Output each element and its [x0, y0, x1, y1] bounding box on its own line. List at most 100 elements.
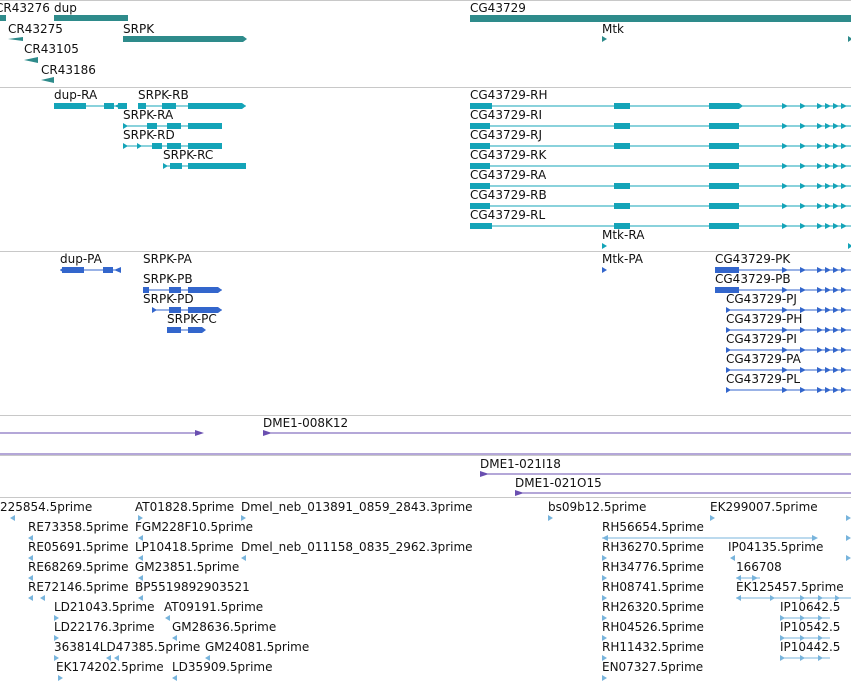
est-label[interactable]: EK125457.5prime — [736, 580, 844, 594]
protein-label-cg43729-pj[interactable]: CG43729-PJ — [726, 292, 797, 306]
est-label[interactable]: AT01828.5prime — [135, 500, 235, 514]
protein-glyph-cg43729-pj[interactable] — [726, 307, 851, 313]
transcript-glyph-srpk-rb[interactable] — [138, 103, 246, 109]
gene-label-cg43729[interactable]: CG43729 — [470, 1, 526, 15]
est-glyph[interactable] — [602, 655, 607, 661]
est-label[interactable]: Dmel_neb_013891_0859_2843.3prime — [241, 500, 473, 514]
est-glyph[interactable] — [138, 595, 143, 601]
est-glyph[interactable] — [241, 515, 246, 521]
transcript-label-cg43729-rb[interactable]: CG43729-RB — [470, 188, 547, 202]
gene-label-cr43276[interactable]: CR43276 — [0, 1, 50, 15]
est-glyph[interactable] — [602, 635, 607, 641]
est-glyph[interactable] — [28, 575, 33, 581]
gene-glyph-dup[interactable] — [54, 15, 128, 21]
est-glyph[interactable] — [241, 555, 246, 561]
est-label[interactable]: RH34776.5prime — [602, 560, 704, 574]
est-label[interactable]: BP5519892903521 — [135, 580, 250, 594]
est-label[interactable]: IP10442.5 — [780, 640, 841, 654]
est-label[interactable]: EN07327.5prime — [602, 660, 704, 674]
transcript-label-cg43729-ri[interactable]: CG43729-RI — [470, 108, 543, 122]
est-label[interactable]: 225854.5prime — [0, 500, 93, 514]
est-glyph[interactable] — [846, 555, 851, 561]
transcript-glyph-cg43729-rk[interactable] — [470, 163, 851, 169]
transcript-label-cg43729-rh[interactable]: CG43729-RH — [470, 88, 548, 102]
protein-label-mtk-pa[interactable]: Mtk-PA — [602, 252, 644, 266]
gene-glyph-cr43276[interactable] — [0, 15, 6, 21]
transcript-glyph-srpk-rd[interactable] — [123, 143, 222, 149]
est-glyph[interactable] — [736, 595, 851, 601]
est-glyph[interactable] — [138, 515, 143, 521]
protein-label-cg43729-pb[interactable]: CG43729-PB — [715, 272, 791, 286]
est-glyph[interactable] — [54, 635, 59, 641]
protein-glyph-cg43729-pb[interactable] — [715, 287, 851, 293]
transcript-glyph-cg43729-rh[interactable] — [470, 103, 851, 109]
protein-glyph-cg43729-pa[interactable] — [726, 367, 851, 373]
est-glyph[interactable] — [28, 555, 33, 561]
est-label[interactable]: AT09191.5prime — [164, 600, 264, 614]
transcript-label-cg43729-rj[interactable]: CG43729-RJ — [470, 128, 543, 142]
transcript-glyph-srpk-rc[interactable] — [163, 163, 246, 169]
transcript-glyph-cg43729-rl[interactable] — [470, 223, 851, 229]
protein-label-srpk-pa[interactable]: SRPK-PA — [143, 252, 192, 266]
est-glyph[interactable] — [548, 515, 553, 521]
est-glyph[interactable] — [58, 675, 63, 681]
transcript-glyph-cg43729-rj[interactable] — [470, 143, 851, 149]
protein-glyph-cg43729-pl[interactable] — [726, 387, 851, 393]
protein-label-dup-pa[interactable]: dup-PA — [60, 252, 102, 266]
transcript-glyph-srpk-ra[interactable] — [123, 123, 222, 129]
est-label[interactable]: 166708 — [736, 560, 782, 574]
gene-label-cr43186[interactable]: CR43186 — [41, 63, 96, 77]
est-label[interactable]: GM24081.5prime — [205, 640, 310, 654]
clone-glyph-dme1-021i18[interactable] — [480, 471, 851, 477]
est-label[interactable]: EK174202.5prime — [56, 660, 164, 674]
protein-label-cg43729-pl[interactable]: CG43729-PL — [726, 372, 801, 386]
est-glyph[interactable] — [28, 595, 33, 601]
gene-label-dup[interactable]: dup — [54, 1, 77, 15]
protein-label-cg43729-pi[interactable]: CG43729-PI — [726, 332, 797, 346]
est-glyph[interactable] — [172, 635, 177, 641]
est-label[interactable]: EK299007.5prime — [710, 500, 818, 514]
clone-label-dme1-008k12[interactable]: DME1-008K12 — [263, 416, 349, 430]
est-label[interactable]: RH26320.5prime — [602, 600, 704, 614]
gene-glyph-srpk[interactable] — [123, 36, 243, 42]
est-glyph[interactable] — [28, 535, 33, 541]
est-label[interactable]: RH56654.5prime — [602, 520, 704, 534]
est-label[interactable]: LD35909.5prime — [172, 660, 273, 674]
est-glyph[interactable] — [602, 595, 607, 601]
est-label[interactable]: RH04526.5prime — [602, 620, 704, 634]
est-glyph[interactable] — [54, 615, 59, 621]
est-glyph[interactable] — [10, 515, 15, 521]
gene-label-cr43105[interactable]: CR43105 — [24, 42, 79, 56]
clone-glyph-left[interactable] — [0, 430, 204, 436]
transcript-label-srpk-rd[interactable]: SRPK-RD — [123, 128, 175, 142]
est-label[interactable]: GM23851.5prime — [135, 560, 240, 574]
transcript-label-srpk-ra[interactable]: SRPK-RA — [123, 108, 174, 122]
transcript-label-cg43729-ra[interactable]: CG43729-RA — [470, 168, 547, 182]
est-glyph[interactable] — [205, 655, 210, 661]
gene-glyph-cr43186[interactable] — [41, 77, 54, 83]
protein-glyph-dup-pa[interactable] — [60, 267, 121, 273]
transcript-glyph-cg43729-rb[interactable] — [470, 203, 851, 209]
est-label[interactable]: 363814LD47385.5prime — [54, 640, 201, 654]
est-glyph[interactable] — [138, 575, 143, 581]
transcript-glyph-dup-ra[interactable] — [54, 103, 127, 109]
transcript-glyph-cg43729-ra[interactable] — [470, 183, 851, 189]
est-glyph[interactable] — [172, 675, 177, 681]
gene-label-cr43275[interactable]: CR43275 — [8, 22, 63, 36]
protein-label-cg43729-ph[interactable]: CG43729-PH — [726, 312, 803, 326]
est-glyph[interactable] — [114, 655, 119, 661]
est-glyph[interactable] — [602, 615, 607, 621]
est-label[interactable]: RE73358.5prime — [28, 520, 129, 534]
transcript-glyph-cg43729-ri[interactable] — [470, 123, 851, 129]
est-label[interactable]: IP10642.5 — [780, 600, 841, 614]
protein-label-srpk-pb[interactable]: SRPK-PB — [143, 272, 193, 286]
est-glyph[interactable] — [846, 535, 851, 541]
protein-glyph-mtk-pa[interactable] — [602, 267, 607, 273]
est-glyph[interactable] — [730, 555, 735, 561]
protein-glyph-srpk-pa[interactable] — [143, 287, 222, 293]
protein-glyph-cg43729-pk[interactable] — [715, 267, 851, 273]
est-label[interactable]: RE72146.5prime — [28, 580, 129, 594]
est-label[interactable]: GM28636.5prime — [172, 620, 277, 634]
gene-glyph-cr43105[interactable] — [24, 57, 38, 63]
est-glyph[interactable] — [602, 535, 818, 541]
